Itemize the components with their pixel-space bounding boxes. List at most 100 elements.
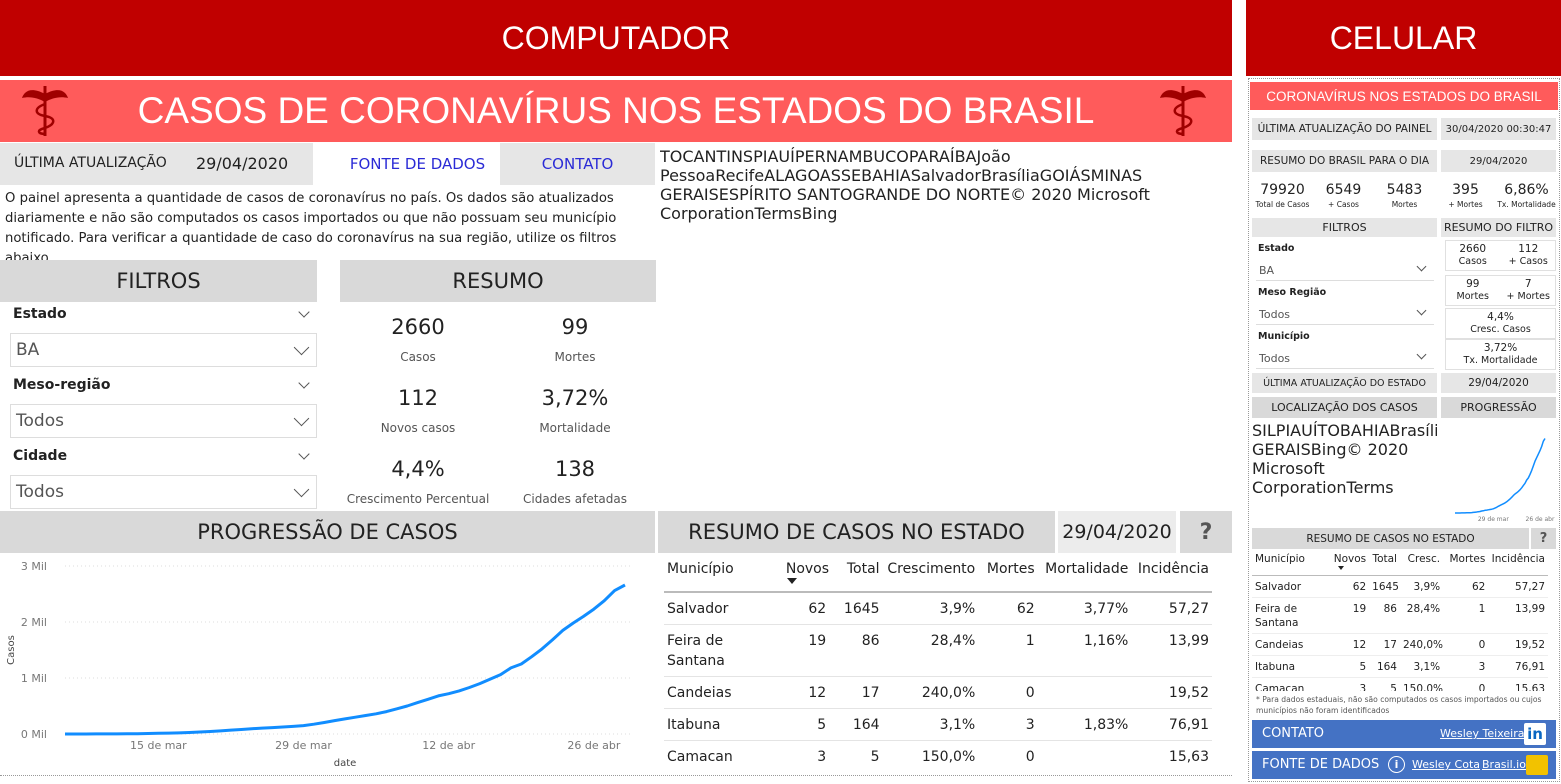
site-link[interactable]: Brasil.io [1482, 758, 1526, 771]
table-cell: 62 [1016, 601, 1035, 617]
dropdown[interactable]: BA [1256, 261, 1434, 281]
dropdown[interactable]: Todos [1256, 305, 1434, 325]
help-button[interactable]: ? [1180, 511, 1232, 553]
source-label: FONTE DE DADOS [1262, 757, 1380, 772]
column-header[interactable]: Total [1372, 553, 1397, 565]
source-bar: FONTE DE DADOS i Wesley Cota Brasil.io [1252, 751, 1556, 779]
summary-label: Casos [400, 350, 436, 364]
filter-label: Meso-região [13, 377, 111, 393]
stat-label: Mortes [1391, 200, 1418, 209]
map-label: MINAS GERAIS [660, 166, 1143, 204]
header-row: Município Novos Total Cresc. Mortes Incidênci… [1252, 551, 1548, 575]
table-cell: 0 [1478, 638, 1486, 651]
map-label: MINAS GERAIS [1252, 440, 1311, 459]
source-link[interactable]: FONTE DE DADOS [349, 155, 486, 173]
column-header[interactable]: Município [1255, 553, 1305, 565]
contact-link[interactable]: Wesley Teixeira [1440, 727, 1525, 740]
y-tick-label: 1 Mil [21, 672, 47, 685]
filter-label: Estado [13, 306, 67, 322]
dropdown[interactable]: BA [10, 333, 317, 367]
x-tick-label: 26 de abr [567, 739, 620, 752]
map-label: SIL [1252, 421, 1276, 440]
mobile-table-container: Município Novos Total Cresc. Mortes Incidênci… [1252, 551, 1554, 691]
map-label: Brasília [1389, 421, 1437, 440]
column-header[interactable]: Incidência [1137, 561, 1209, 577]
column-header[interactable]: Mortes [986, 561, 1035, 577]
summary-label: Cidades afetadas [523, 492, 627, 506]
summary-label: Novos casos [380, 421, 456, 435]
summary-label: Casos [1458, 256, 1487, 267]
table-cell: 13,99 [1514, 602, 1545, 615]
site-icon[interactable] [1526, 755, 1548, 775]
column-header[interactable]: Novos [783, 558, 829, 592]
table-row: Itabuna 5 164 3,1% 3 76,91 [1252, 655, 1548, 677]
dropdown[interactable]: Todos [10, 404, 317, 438]
update-date: 29/04/2020 [196, 154, 289, 173]
x-tick-label: 29 de mar [275, 739, 332, 752]
column-header[interactable]: Crescimento [887, 561, 976, 577]
map-label: © 2020 Microsoft Corporation [660, 185, 1150, 223]
table-cell [1038, 741, 1132, 772]
table-cell: 0 [1025, 749, 1035, 765]
table-cell: 86 [1383, 602, 1397, 615]
map-label: ALAGOAS [764, 166, 841, 185]
summary-value: 138 [554, 457, 596, 481]
column-header[interactable]: Mortalidade [1045, 561, 1129, 577]
source-link[interactable]: Wesley Cota [1412, 758, 1481, 771]
mobile-cases-table: Município Novos Total Cresc. Mortes Incidênci… [1252, 551, 1548, 691]
map-label: Bing [1310, 440, 1347, 459]
dropdown[interactable]: Todos [10, 475, 317, 509]
series-line [65, 583, 626, 736]
dropdown[interactable]: Todos [1256, 349, 1434, 369]
dropdown-value: Todos [1259, 352, 1291, 365]
table-cell: 150,0% [921, 749, 976, 765]
table-cell: 12 [808, 685, 827, 701]
summary-header: RESUMO [340, 260, 656, 302]
caduceus-icon [22, 86, 68, 136]
stat-value: 6,86% [1504, 182, 1549, 198]
x-tick-label: 26 de abr [1526, 516, 1555, 523]
table-cell: 86 [861, 633, 880, 649]
column-header[interactable]: Cresc. [1407, 553, 1441, 565]
map-canvas: SILPIAUÍTOBAHIABrasíliaGOIÁSMINAS GERAIS… [1252, 421, 1437, 497]
table-cell: 164 [852, 717, 880, 733]
chart-header: PROGRESSÃO DE CASOS [0, 511, 655, 553]
chevron [1416, 349, 1427, 360]
contact-button[interactable]: CONTATO [500, 143, 655, 185]
map-label: PIAUÍ [1275, 421, 1318, 440]
column-header[interactable]: Novos [1330, 551, 1369, 575]
linkedin-icon[interactable]: in [1524, 723, 1546, 745]
help-button[interactable]: ? [1531, 528, 1556, 549]
stat-label: Total de Casos [1255, 200, 1310, 209]
chevron [298, 448, 310, 460]
column-header[interactable]: Município [667, 561, 734, 577]
table-row: Candeias 12 17 240,0% 0 19,52 [664, 677, 1212, 709]
table-cell: 5 [1359, 660, 1367, 673]
column-header[interactable]: Incidência [1491, 553, 1545, 565]
note: * Para dados estaduais, não são computad… [1256, 695, 1542, 715]
info-icon[interactable]: i [1388, 756, 1405, 773]
filter-label: Cidade [13, 448, 68, 464]
dropdown-value: Todos [1259, 308, 1291, 321]
map-label: Bing [801, 204, 838, 223]
state-update-value: 29/04/2020 [1441, 373, 1556, 393]
brazil-date: 29/04/2020 [1441, 150, 1556, 172]
summary-label: Cresc. Casos [1470, 324, 1531, 335]
summary-value: 112 [1518, 243, 1539, 255]
mobile-frame [1248, 78, 1560, 782]
summary-label: Mortes [1456, 291, 1489, 302]
table-cell: 12 [1352, 638, 1367, 651]
filters-header: FILTROS [0, 260, 317, 302]
filter-label: Estado [1258, 243, 1295, 254]
chevron [1416, 261, 1427, 272]
map-label: TOCANTINS [660, 147, 754, 166]
summary-value: 4,4% [1487, 311, 1514, 323]
chevron [293, 339, 310, 356]
summary-label: Mortes [554, 350, 596, 364]
sort-arrow [1338, 566, 1345, 570]
table-cell: 62 [1352, 580, 1367, 593]
dropdown-value: Todos [16, 482, 64, 502]
column-header[interactable]: Total [846, 561, 880, 577]
column-header[interactable]: Mortes [1449, 553, 1486, 565]
